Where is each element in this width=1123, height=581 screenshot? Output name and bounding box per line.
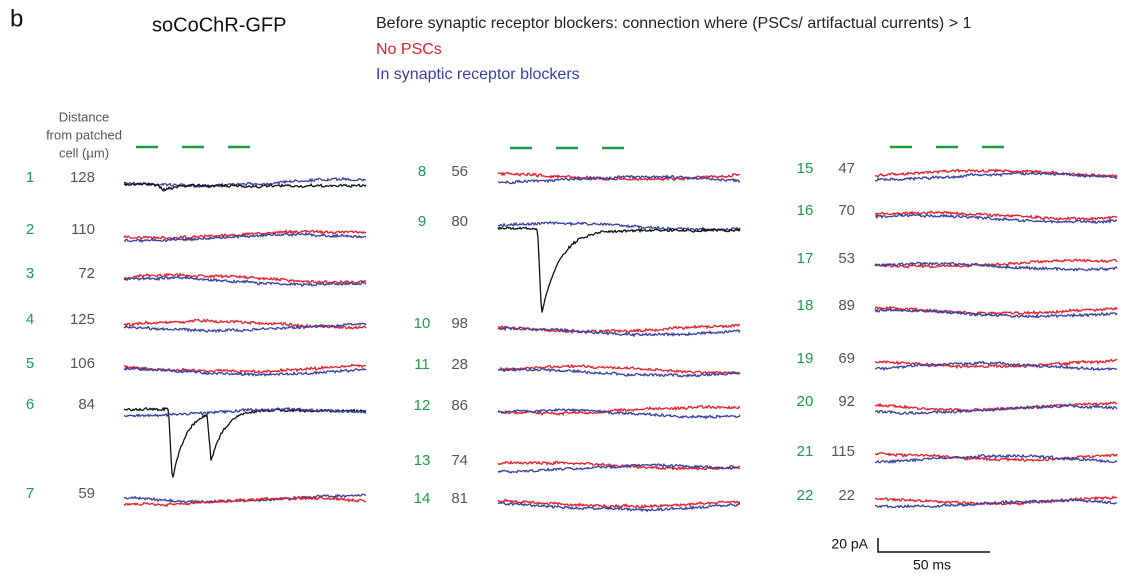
trace [123,231,367,243]
trace [123,366,367,378]
cell-id: 8 [418,163,426,180]
cell-distance: 47 [838,160,855,177]
legend-entry: No PSCs [376,41,442,58]
cell-id: 14 [414,490,431,507]
trace [123,275,367,288]
cell-distance: 106 [70,355,95,372]
cell-id: 9 [418,213,426,230]
stimulus-bars [136,145,1004,150]
trace [497,220,741,232]
legend-entry: Before synaptic receptor blockers: conne… [376,15,971,32]
trace [874,261,1118,272]
trace [874,170,1118,182]
trace [123,229,366,240]
cell-id: 16 [797,202,814,219]
trace [497,326,741,338]
trace [874,258,1118,269]
cell-distance: 80 [451,213,468,230]
trace [497,404,741,417]
legend-entry: In synaptic receptor blockers [376,66,580,83]
trace [497,174,741,185]
cell-distance: 125 [70,311,95,328]
cell-id: 18 [797,297,814,314]
cell-distance: 115 [831,443,855,460]
cell-id: 11 [414,356,430,373]
trace [497,171,740,182]
cell-distance: 70 [838,202,855,219]
cell-id: 13 [414,452,431,469]
cell-distance: 89 [838,297,855,314]
trace [123,272,367,284]
cell-distance: 84 [78,396,95,413]
header-line: from patched [46,127,122,142]
trace [874,495,1118,507]
cell-id: 20 [797,393,814,410]
cell-distance: 92 [838,393,855,410]
trace [497,501,741,513]
trace [874,307,1118,319]
column-header: Distance from patched cell (µm) [46,109,122,160]
trace [497,498,741,509]
cell-distance: 98 [451,315,468,332]
cell-distance: 72 [78,265,95,282]
cell-id: 15 [797,160,814,177]
cell-id: 2 [26,221,34,238]
trace [497,226,741,313]
cell-id: 10 [414,315,431,332]
trace [497,407,741,420]
trace [497,462,741,474]
cell-distance: 81 [451,490,468,507]
cell-distance: 53 [838,250,855,267]
cell-id: 19 [797,350,814,367]
trace [497,367,741,378]
header-line: Distance [59,109,110,124]
trace [874,403,1118,415]
cell-id: 3 [26,265,34,282]
trace [123,182,367,192]
trace [123,406,367,478]
trace [874,453,1118,465]
panel-label: b [10,5,23,32]
cell-distance: 74 [451,452,468,469]
trace [123,318,367,330]
cell-id: 4 [26,311,34,328]
cell-distance: 59 [78,485,95,502]
cell-id: 1 [26,169,34,186]
scale-y-label: 20 pA [831,536,868,552]
trace [123,322,367,334]
trace [123,495,367,508]
cell-distance: 128 [70,169,95,186]
trace [874,360,1118,372]
cell-distance: 28 [451,356,468,373]
trace [874,497,1118,509]
cell-id: 17 [797,250,814,267]
cell-distance: 56 [451,163,468,180]
cell-id: 5 [26,355,34,372]
cell-id: 7 [26,485,34,502]
scale-x-label: 50 ms [913,557,951,573]
cell-distance: 86 [451,397,468,414]
trace [874,451,1118,463]
scale-bar [877,538,990,553]
trace [874,358,1118,370]
trace [874,210,1118,221]
cell-distance: 69 [838,350,855,367]
title: soCoChR-GFP [152,14,286,36]
cell-id: 6 [26,396,34,413]
cell-distance: 110 [71,221,95,238]
cell-id: 12 [414,397,431,414]
header-line: cell (µm) [59,145,109,160]
cell-id: 22 [797,487,814,504]
cell-distance: 22 [838,487,855,504]
cell-id: 21 [797,443,814,460]
trace [123,176,367,189]
trace [497,363,741,375]
trace [874,213,1118,225]
trace [123,406,367,418]
